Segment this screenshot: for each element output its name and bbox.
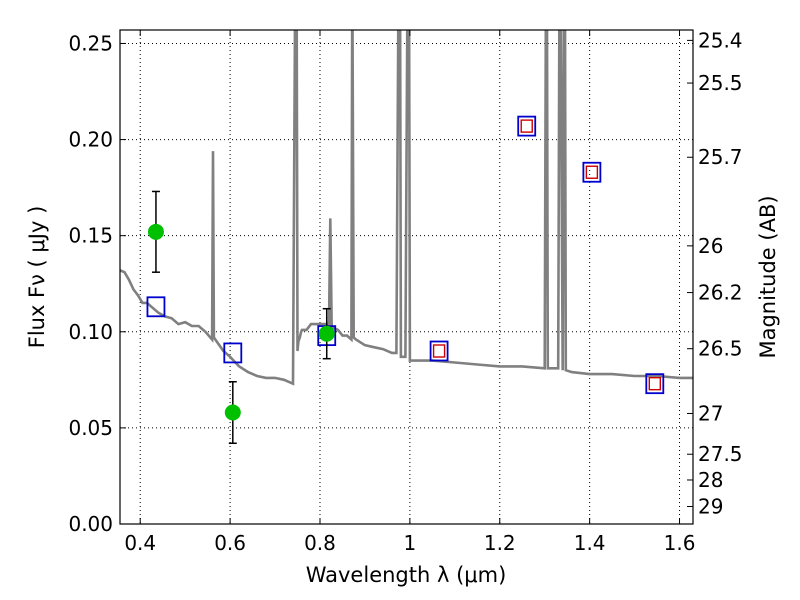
model-flux-square [582, 161, 602, 183]
y-tick-label: 0.20 [68, 128, 113, 152]
predicted-flux-square [585, 165, 599, 179]
y2-tick-label: 27 [698, 401, 723, 425]
x-axis-label: Wavelength λ (μm) [306, 563, 507, 587]
y2-tick-label: 29 [698, 495, 723, 519]
plot-frame [119, 29, 694, 525]
marker-layer [146, 115, 665, 445]
y2-tick-label: 26.2 [698, 281, 743, 305]
y-tick-label: 0.10 [68, 320, 113, 344]
series-layer [120, 30, 693, 386]
y2-tick-label: 27.5 [698, 442, 743, 466]
y2-tick-label: 25.7 [698, 145, 743, 169]
y2-tick-label: 25.4 [698, 28, 743, 52]
model-flux-square [223, 342, 243, 364]
observed-flux-point [224, 404, 241, 421]
y2-tick-label: 26 [698, 234, 723, 258]
x-tick-label: 0.6 [214, 531, 246, 555]
y2-axis-label: Magnitude (AB) [756, 195, 780, 358]
predicted-flux-square [648, 376, 661, 391]
model-flux-square [146, 296, 166, 318]
y2-tick-label: 25.5 [698, 71, 743, 95]
observed-flux-point [318, 325, 335, 342]
observed-flux-point [147, 223, 164, 240]
x-tick-label: 0.4 [124, 531, 156, 555]
tick-layer: 0.4 0.6 0.8 1 1.2 1.4 1.6 0.00 0.05 0.10 0.15 0.20 0… [68, 28, 742, 555]
model-flux-square [517, 115, 537, 137]
y2-tick-label: 26.5 [698, 337, 743, 361]
sed-model-line [120, 30, 693, 386]
x-tick-label: 1.4 [574, 531, 606, 555]
y-tick-label: 0.05 [68, 416, 113, 440]
x-tick-label: 1 [404, 531, 417, 555]
y-axis-label: Flux Fν ( μJy ) [25, 206, 49, 349]
x-tick-label: 1.6 [664, 531, 696, 555]
model-flux-square [429, 340, 449, 362]
y-tick-label: 0.00 [68, 512, 113, 536]
y-tick-label: 0.15 [68, 224, 113, 248]
model-flux-square [645, 373, 665, 395]
x-tick-label: 1.2 [484, 531, 516, 555]
predicted-flux-square [432, 344, 446, 358]
x-tick-label: 0.8 [304, 531, 336, 555]
predicted-flux-square [520, 119, 533, 133]
y-tick-label: 0.25 [68, 31, 113, 55]
y2-tick-label: 28 [698, 468, 723, 492]
